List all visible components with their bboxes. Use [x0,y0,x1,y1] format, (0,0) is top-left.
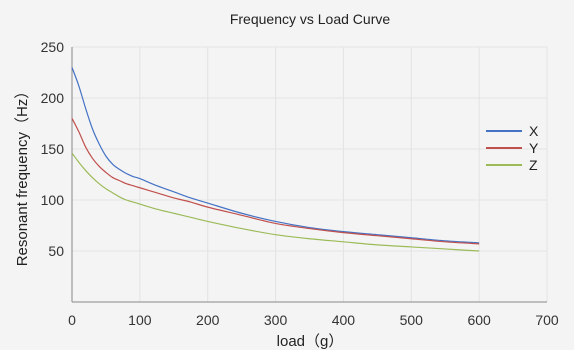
series-line-z [71,152,480,252]
y-tick-label: 50 [48,243,64,259]
series-layer [71,67,480,252]
y-tick-label: 100 [41,192,65,208]
x-tick-label: 300 [264,312,288,328]
legend-label-x: X [529,123,539,139]
x-tick-label: 700 [535,312,559,328]
legend-label-y: Y [529,140,539,156]
y-tick-label: 250 [41,39,65,55]
x-tick-label: 600 [467,312,491,328]
x-tick-label: 200 [196,312,220,328]
y-tick-label: 150 [41,141,65,157]
x-axis-label: load（g） [277,333,344,350]
x-tick-label: 500 [400,312,424,328]
grid-layer [72,46,548,302]
y-axis-label: Resonant frequency（Hz） [14,84,31,267]
legend-label-z: Z [529,157,538,173]
x-tick-label: 0 [68,312,76,328]
series-line-y [71,118,480,245]
axis-layer: 0 100 200 300 400 500 600 700 50 100 150 200 250 [41,39,559,328]
y-tick-label: 200 [41,90,65,106]
chart-title: Frequency vs Load Curve [230,11,391,27]
x-tick-label: 100 [128,312,152,328]
series-line-x [71,67,480,244]
legend: XYZ [486,123,539,173]
x-tick-label: 400 [332,312,356,328]
